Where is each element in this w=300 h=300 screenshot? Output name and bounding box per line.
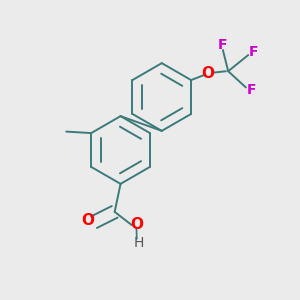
Text: O: O bbox=[81, 213, 94, 228]
Text: O: O bbox=[202, 66, 215, 81]
Text: F: F bbox=[218, 38, 228, 52]
Text: H: H bbox=[134, 236, 144, 250]
Text: F: F bbox=[246, 83, 256, 98]
Text: F: F bbox=[249, 45, 258, 59]
Text: O: O bbox=[130, 217, 143, 232]
